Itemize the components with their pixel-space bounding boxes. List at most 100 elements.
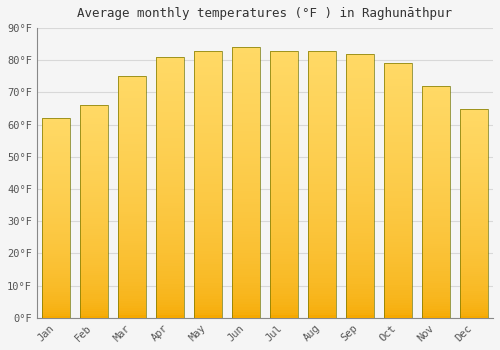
Bar (42, 118, 70, 318)
Bar (80, 180, 108, 182)
Bar (308, 278, 336, 280)
Bar (80, 195, 108, 197)
Bar (156, 284, 184, 287)
Bar (422, 246, 450, 248)
Bar (270, 61, 297, 64)
Bar (232, 69, 260, 72)
Bar (232, 55, 260, 58)
Bar (194, 149, 222, 152)
Bar (308, 61, 336, 64)
Bar (460, 115, 487, 117)
Bar (384, 74, 411, 76)
Bar (460, 188, 487, 190)
Bar (384, 298, 411, 300)
Bar (346, 231, 374, 233)
Bar (384, 198, 411, 201)
Bar (460, 266, 487, 268)
Bar (80, 193, 108, 195)
Bar (232, 223, 260, 226)
Bar (118, 185, 146, 188)
Bar (308, 310, 336, 313)
Bar (270, 256, 297, 259)
Bar (384, 132, 411, 135)
Bar (42, 134, 70, 136)
Bar (346, 162, 374, 165)
Bar (308, 275, 336, 278)
Bar (42, 202, 70, 204)
Bar (80, 305, 108, 307)
Bar (80, 216, 108, 218)
Bar (232, 245, 260, 247)
Bar (308, 256, 336, 259)
Bar (384, 203, 411, 206)
Bar (270, 112, 297, 115)
Bar (422, 199, 450, 202)
Bar (156, 253, 184, 255)
Bar (422, 206, 450, 209)
Bar (42, 286, 70, 288)
Bar (118, 221, 146, 224)
Bar (460, 295, 487, 297)
Bar (308, 216, 336, 219)
Bar (346, 85, 374, 88)
Bar (194, 104, 222, 107)
Bar (384, 69, 411, 71)
Bar (270, 235, 297, 238)
Bar (156, 190, 184, 192)
Bar (384, 285, 411, 287)
Bar (156, 135, 184, 138)
Bar (346, 292, 374, 294)
Bar (232, 199, 260, 202)
Bar (194, 136, 222, 139)
Bar (80, 296, 108, 299)
Bar (156, 99, 184, 101)
Bar (42, 244, 70, 246)
Bar (232, 215, 260, 218)
Bar (118, 137, 146, 139)
Bar (232, 64, 260, 66)
Bar (460, 132, 487, 134)
Bar (270, 251, 297, 254)
Bar (308, 304, 336, 307)
Bar (194, 286, 222, 288)
Bar (156, 216, 184, 219)
Bar (42, 216, 70, 218)
Bar (194, 304, 222, 307)
Bar (80, 246, 108, 248)
Bar (460, 186, 487, 188)
Bar (42, 214, 70, 216)
Bar (422, 244, 450, 246)
Bar (308, 238, 336, 240)
Bar (384, 287, 411, 290)
Bar (232, 220, 260, 223)
Bar (308, 264, 336, 267)
Bar (460, 169, 487, 172)
Bar (156, 250, 184, 253)
Bar (232, 53, 260, 56)
Bar (42, 180, 70, 182)
Bar (460, 182, 487, 184)
Bar (384, 300, 411, 303)
Bar (42, 252, 70, 254)
Bar (384, 234, 411, 237)
Bar (194, 144, 222, 147)
Bar (118, 301, 146, 303)
Bar (346, 244, 374, 246)
Bar (346, 186, 374, 189)
Bar (80, 224, 108, 226)
Bar (42, 194, 70, 196)
Bar (384, 221, 411, 224)
Bar (194, 166, 222, 168)
Bar (80, 116, 108, 118)
Bar (80, 141, 108, 144)
Bar (270, 53, 297, 56)
Bar (460, 111, 487, 113)
Bar (80, 131, 108, 133)
Bar (346, 109, 374, 112)
Bar (460, 171, 487, 174)
Bar (194, 203, 222, 205)
Bar (232, 242, 260, 245)
Bar (232, 204, 260, 207)
Bar (194, 56, 222, 58)
Bar (346, 220, 374, 223)
